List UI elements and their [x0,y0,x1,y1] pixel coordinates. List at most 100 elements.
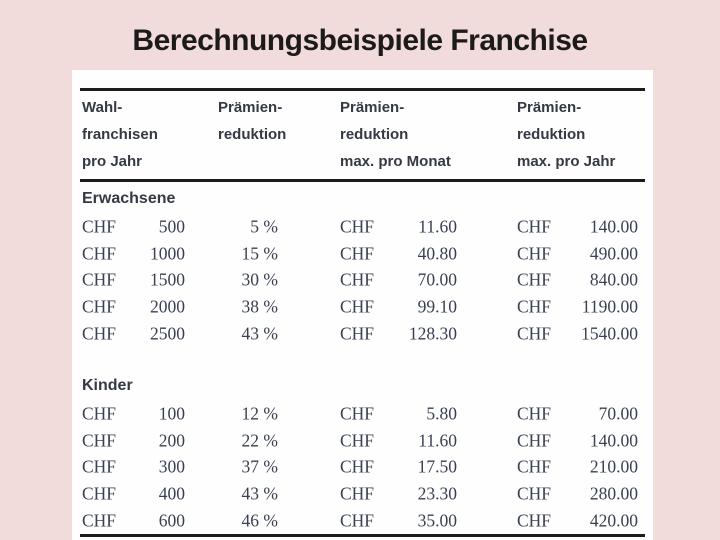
currency-label: CHF [340,403,375,424]
currency-label: CHF [82,269,117,290]
currency-label: CHF [82,296,117,317]
cell-franchise: CHF 1500 [82,270,185,291]
cell-monthly-reduction: CHF 23.30 [340,484,457,505]
yearly-value: 1540.00 [581,323,638,344]
section-label: Erwachsene [82,190,176,207]
currency-label: CHF [340,243,375,264]
currency-label: CHF [82,216,117,237]
currency-label: CHF [340,323,375,344]
yearly-value: 280.00 [589,483,638,504]
table-row: CHF 600 46 % CHF 35.00 CHF 420.00 [80,507,645,534]
currency-label: CHF [340,456,375,477]
yearly-value: 210.00 [589,456,638,477]
monthly-value: 99.10 [417,296,457,317]
cell-reduction-percent: 38 % [241,296,278,317]
cell-yearly-reduction: CHF 840.00 [517,270,638,291]
cell-reduction-percent: 5 % [250,216,278,237]
cell-yearly-reduction: CHF 1190.00 [517,297,638,318]
column-header-reduktion-jahr: Prämien- reduktion max. pro Jahr [517,99,616,170]
table-panel: Wahl- franchisen pro Jahr Prämien- reduk… [72,70,653,540]
cell-reduction-percent: 37 % [241,456,278,477]
monthly-value: 35.00 [417,510,457,531]
currency-label: CHF [517,243,552,264]
yearly-value: 70.00 [598,403,638,424]
franchise-value: 500 [158,216,185,237]
yearly-value: 1190.00 [581,296,638,317]
franchise-value: 300 [158,456,185,477]
cell-monthly-reduction: CHF 5.80 [340,404,457,425]
table-row: CHF 1500 30 % CHF 70.00 CHF 840.00 [80,267,645,294]
yearly-value: 140.00 [589,430,638,451]
cell-monthly-reduction: CHF 11.60 [340,217,457,238]
franchise-value: 600 [158,510,185,531]
cell-franchise: CHF 2500 [82,323,185,344]
franchise-value: 1500 [150,269,185,290]
currency-label: CHF [517,510,552,531]
currency-label: CHF [517,483,552,504]
franchise-value: 100 [158,403,185,424]
cell-yearly-reduction: CHF 490.00 [517,243,638,264]
franchise-value: 200 [158,430,185,451]
cell-franchise: CHF 300 [82,457,185,478]
yearly-value: 490.00 [589,243,638,264]
column-header-reduktion-monat: Prämien- reduktion max. pro Monat [340,99,451,170]
monthly-value: 5.80 [426,403,457,424]
cell-franchise: CHF 2000 [82,297,185,318]
cell-yearly-reduction: CHF 420.00 [517,510,638,531]
currency-label: CHF [82,323,117,344]
currency-label: CHF [82,243,117,264]
monthly-value: 70.00 [417,269,457,290]
cell-yearly-reduction: CHF 140.00 [517,217,638,238]
cell-reduction-percent: 22 % [241,430,278,451]
monthly-value: 23.30 [417,483,457,504]
monthly-value: 40.80 [417,243,457,264]
cell-franchise: CHF 600 [82,510,185,531]
table-row: CHF 300 37 % CHF 17.50 CHF 210.00 [80,454,645,481]
slide-title: Berechnungsbeispiele Franchise [132,24,588,57]
currency-label: CHF [82,483,117,504]
yearly-value: 140.00 [589,216,638,237]
cell-monthly-reduction: CHF 11.60 [340,430,457,451]
cell-yearly-reduction: CHF 70.00 [517,404,638,425]
yearly-value: 840.00 [589,269,638,290]
cell-reduction-percent: 43 % [241,323,278,344]
currency-label: CHF [517,323,552,344]
table-header-rule [80,179,645,182]
cell-monthly-reduction: CHF 35.00 [340,510,457,531]
monthly-value: 11.60 [418,430,457,451]
cell-franchise: CHF 500 [82,217,185,238]
monthly-value: 17.50 [417,456,457,477]
franchise-value: 2500 [150,323,185,344]
franchise-value: 2000 [150,296,185,317]
table-row: CHF 2500 43 % CHF 128.30 CHF 1540.00 [80,320,645,347]
currency-label: CHF [340,296,375,317]
section-gap [80,347,645,369]
cell-yearly-reduction: CHF 280.00 [517,484,638,505]
yearly-value: 420.00 [589,510,638,531]
cell-reduction-percent: 30 % [241,269,278,290]
table-row: CHF 100 12 % CHF 5.80 CHF 70.00 [80,401,645,428]
currency-label: CHF [340,269,375,290]
franchise-table: Wahl- franchisen pro Jahr Prämien- reduk… [80,88,645,537]
column-header-praemienreduktion: Prämien- reduktion [218,99,287,143]
cell-monthly-reduction: CHF 40.80 [340,243,457,264]
table-row: CHF 500 5 % CHF 11.60 CHF 140.00 [80,214,645,241]
monthly-value: 128.30 [408,323,457,344]
currency-label: CHF [82,510,117,531]
cell-monthly-reduction: CHF 17.50 [340,457,457,478]
table-row: CHF 1000 15 % CHF 40.80 CHF 490.00 [80,241,645,268]
currency-label: CHF [517,269,552,290]
currency-label: CHF [340,430,375,451]
currency-label: CHF [517,216,552,237]
cell-franchise: CHF 400 [82,484,185,505]
table-top-rule [80,88,645,91]
currency-label: CHF [517,430,552,451]
cell-yearly-reduction: CHF 140.00 [517,430,638,451]
currency-label: CHF [82,456,117,477]
column-header-wahlfranchisen: Wahl- franchisen pro Jahr [82,99,158,170]
cell-monthly-reduction: CHF 99.10 [340,297,457,318]
franchise-value: 1000 [150,243,185,264]
cell-reduction-percent: 46 % [241,510,278,531]
cell-reduction-percent: 12 % [241,403,278,424]
cell-monthly-reduction: CHF 128.30 [340,323,457,344]
